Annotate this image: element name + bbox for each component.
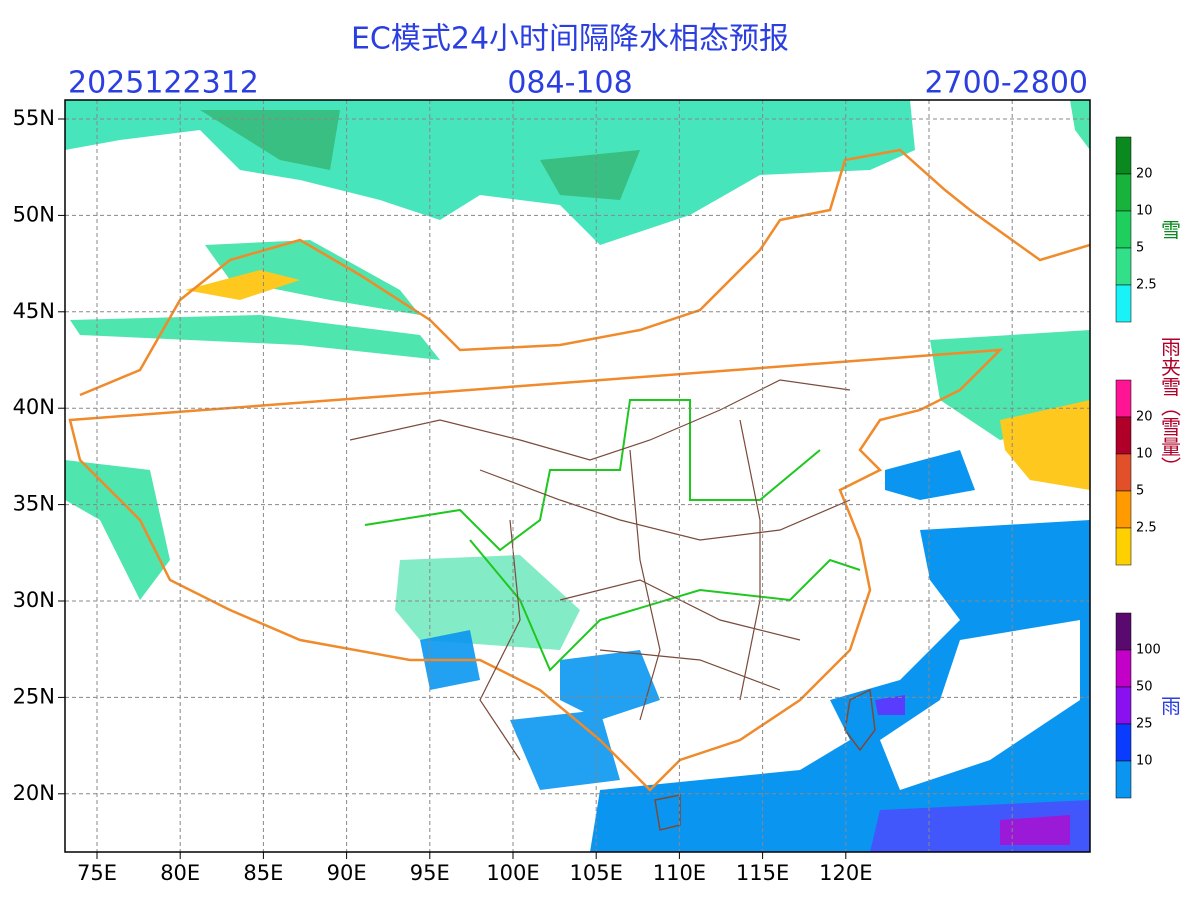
lon-label: 80E xyxy=(160,861,200,885)
lon-label: 75E xyxy=(77,861,117,885)
legend-swatch xyxy=(1115,527,1132,566)
legend-title: 雨夹雪（雪量） xyxy=(1158,337,1182,477)
lon-label: 115E xyxy=(736,861,789,885)
legend-tick: 20 xyxy=(1136,410,1153,425)
legend-tick: 10 xyxy=(1136,754,1153,769)
lat-label: 20N xyxy=(13,781,55,805)
legend-swatch xyxy=(1115,136,1132,175)
lon-label: 120E xyxy=(819,861,872,885)
lon-label: 100E xyxy=(486,861,539,885)
legend-swatch xyxy=(1115,284,1132,323)
legend-tick: 5 xyxy=(1136,241,1144,256)
lon-label: 90E xyxy=(327,861,367,885)
forecast-hours: 084-108 xyxy=(507,66,632,101)
level: 2700-2800 xyxy=(924,66,1088,101)
legend-swatch xyxy=(1115,416,1132,455)
legend-tick: 20 xyxy=(1136,167,1153,182)
legend-swatch xyxy=(1115,173,1132,212)
legend-tick: 25 xyxy=(1136,717,1153,732)
lat-label: 40N xyxy=(13,395,55,419)
legend-swatch xyxy=(1115,612,1132,651)
lon-label: 85E xyxy=(243,861,283,885)
lat-label: 35N xyxy=(13,492,55,516)
lon-label: 110E xyxy=(653,861,706,885)
legend-swatch xyxy=(1115,379,1132,418)
legends: 20 10 5 2.5 雪 20 10 5 2.5 雨夹雪（雪量） 100 50 25 10 雨 xyxy=(1115,136,1182,799)
grid xyxy=(65,100,1090,852)
legend-tick: 50 xyxy=(1136,680,1153,695)
legend-tick: 10 xyxy=(1136,447,1153,462)
map-frame xyxy=(64,99,1091,853)
axes: 55N 50N 45N 40N 35N 30N 25N 20N 75E 80E 85E 90E 95E 1… xyxy=(13,106,873,885)
lon-label: 105E xyxy=(570,861,623,885)
legend-tick: 10 xyxy=(1136,204,1153,219)
lat-label: 25N xyxy=(13,684,55,708)
map-area xyxy=(65,100,1090,852)
legend-swatch xyxy=(1115,453,1132,492)
legend-swatch xyxy=(1115,723,1132,762)
lat-label: 55N xyxy=(13,106,55,130)
legend-tick: 2.5 xyxy=(1136,521,1157,536)
legend-swatch xyxy=(1115,760,1132,799)
lat-label: 30N xyxy=(13,588,55,612)
legend-swatch xyxy=(1115,210,1132,249)
lon-label: 95E xyxy=(410,861,450,885)
legend-tick: 100 xyxy=(1136,643,1161,658)
legend-tick: 2.5 xyxy=(1136,278,1157,293)
legend-title: 雪 xyxy=(1158,220,1182,240)
legend-swatch xyxy=(1115,247,1132,286)
legend-swatch xyxy=(1115,649,1132,688)
legend-title: 雨 xyxy=(1158,696,1182,716)
legend-swatch xyxy=(1115,490,1132,529)
legend-swatch xyxy=(1115,686,1132,725)
legend-tick: 5 xyxy=(1136,484,1144,499)
init-time: 2025122312 xyxy=(68,66,259,101)
lat-label: 45N xyxy=(13,299,55,323)
title: EC模式24小时间隔降水相态预报 xyxy=(351,22,789,57)
lat-label: 50N xyxy=(13,202,55,226)
